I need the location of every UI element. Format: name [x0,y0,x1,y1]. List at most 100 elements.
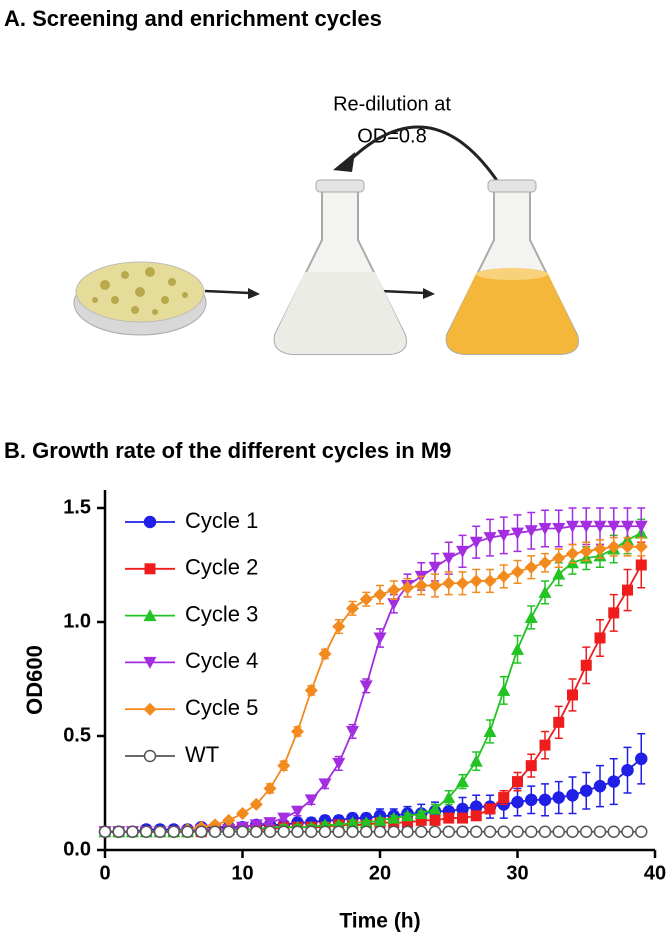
legend-label: Cycle 3 [185,601,258,626]
point [249,819,263,832]
point [443,812,455,824]
legend-marker [143,749,157,763]
point [277,812,291,825]
point [387,583,401,597]
point [249,797,263,811]
point [538,793,552,807]
point [635,559,647,571]
series [98,825,648,839]
point [346,725,359,738]
point [580,659,592,671]
point [387,825,400,839]
legend-label: WT [185,742,219,767]
point [553,716,565,728]
point [621,520,634,533]
point [222,825,235,839]
point [304,794,318,807]
point [415,825,428,839]
point [332,825,345,839]
point [593,542,607,556]
point [167,825,180,839]
point [250,825,263,839]
x-tick-label: 40 [644,862,666,884]
y-axis-label: OD600 [22,645,47,715]
point [511,565,524,579]
panel-a-title: A. Screening and enrichment cycles [4,6,382,31]
point [332,757,346,770]
legend-label: Cycle 2 [185,555,258,580]
point [387,598,401,611]
point [538,523,552,536]
point [511,795,524,809]
legend-label: Cycle 5 [185,695,258,720]
series-line [105,525,642,833]
point [222,813,236,827]
point [566,547,579,561]
point [456,775,469,788]
legend-marker [143,515,157,529]
point [552,825,565,839]
point [524,525,538,538]
x-tick-label: 0 [99,862,110,884]
point [497,529,511,542]
point [524,610,538,623]
point [634,520,648,533]
point [525,825,538,839]
point [470,825,483,839]
point [195,825,208,839]
point [332,620,346,634]
point [318,778,332,791]
point [401,825,414,839]
point [538,585,552,598]
series [98,518,648,838]
point [428,802,442,815]
point [539,739,551,751]
series [98,507,648,839]
y-tick-label: 0.0 [63,838,91,860]
point [622,584,633,596]
point [498,792,510,804]
point [579,520,593,533]
point [236,807,249,821]
legend-marker [143,702,157,716]
point [552,567,566,580]
point [566,520,579,533]
point [607,520,621,533]
point [414,807,428,820]
point [291,825,304,839]
point [277,825,290,839]
point [442,791,456,804]
y-tick-label: 0.5 [63,724,91,746]
series [98,536,648,839]
point [318,825,332,839]
point [607,540,621,554]
point [512,776,523,788]
point [346,601,359,615]
point [621,540,634,554]
point [263,825,277,839]
point [483,574,497,588]
point [346,816,359,829]
y-tick-label: 1.0 [63,610,91,632]
point [428,561,442,574]
point [305,825,318,839]
point [497,569,511,583]
point [552,791,565,804]
point [360,825,373,839]
point [566,789,579,802]
legend-label: Cycle 1 [185,508,258,533]
x-tick-label: 10 [231,862,253,884]
point [442,552,456,565]
point [580,825,593,839]
point [484,803,496,815]
point [442,825,455,839]
diagram [73,125,579,355]
point [429,814,441,826]
point [346,825,359,839]
point [414,579,428,593]
point [373,632,387,645]
point [126,825,139,839]
point [373,588,387,602]
y-tick-label: 1.5 [63,496,91,518]
